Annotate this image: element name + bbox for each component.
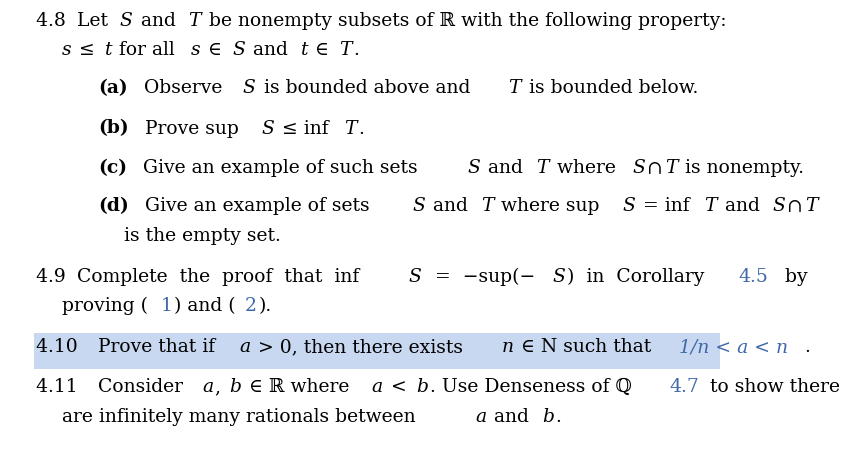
Text: T: T [508, 79, 521, 97]
Text: S: S [243, 79, 255, 97]
Text: 2: 2 [245, 297, 257, 314]
Text: Give an example of sets: Give an example of sets [134, 197, 376, 214]
Text: by: by [773, 268, 808, 286]
FancyBboxPatch shape [34, 334, 720, 369]
Text: ,: , [215, 377, 227, 395]
Text: .: . [358, 119, 364, 137]
Text: Prove that if: Prove that if [98, 337, 221, 355]
Text: 4.9: 4.9 [36, 268, 72, 286]
Text: ) and (: ) and ( [174, 297, 236, 314]
Text: Prove sup: Prove sup [133, 119, 245, 137]
Text: 1/n < a < n: 1/n < a < n [679, 337, 788, 355]
Text: for all: for all [113, 41, 181, 59]
Text: S: S [632, 159, 645, 176]
Text: .: . [805, 337, 810, 355]
Text: t: t [300, 41, 308, 59]
Text: and: and [135, 12, 182, 30]
Text: Let: Let [77, 12, 114, 30]
Text: (d): (d) [98, 197, 129, 214]
Text: and: and [247, 41, 294, 59]
Text: T: T [665, 159, 678, 176]
Text: a: a [372, 377, 383, 395]
Text: where: where [551, 159, 622, 176]
Text: S: S [409, 268, 421, 286]
Text: T: T [189, 12, 201, 30]
Text: Observe: Observe [132, 79, 228, 97]
Text: )  in  Corollary: ) in Corollary [567, 268, 717, 286]
Text: ).: ). [259, 297, 272, 314]
Text: T: T [805, 197, 818, 214]
Text: (a): (a) [98, 79, 128, 97]
Text: (b): (b) [98, 119, 129, 137]
Text: are infinitely many rationals between: are infinitely many rationals between [62, 407, 421, 425]
Text: is the empty set.: is the empty set. [124, 227, 281, 244]
Text: 4.5: 4.5 [739, 268, 768, 286]
Text: (c): (c) [98, 159, 127, 176]
Text: T: T [481, 197, 493, 214]
Text: and: and [488, 407, 535, 425]
Text: S: S [772, 197, 785, 214]
Text: a: a [475, 407, 486, 425]
Text: .: . [556, 407, 562, 425]
Text: b: b [416, 377, 429, 395]
Text: ∈ ℝ where: ∈ ℝ where [243, 377, 355, 395]
Text: is nonempty.: is nonempty. [679, 159, 805, 176]
Text: S: S [622, 197, 635, 214]
Text: proving (: proving ( [62, 296, 148, 314]
Text: T: T [536, 159, 549, 176]
Text: <: < [385, 377, 412, 395]
Text: and: and [427, 197, 474, 214]
Text: .: . [354, 41, 360, 59]
Text: S: S [552, 268, 565, 286]
Text: s: s [191, 41, 201, 59]
Text: ∩: ∩ [647, 159, 662, 176]
Text: 4.10: 4.10 [36, 337, 90, 355]
Text: ≤ inf: ≤ inf [277, 119, 335, 137]
Text: Give an example of such sets: Give an example of such sets [131, 159, 424, 176]
Text: a: a [239, 337, 250, 355]
Text: . Use Denseness of ℚ: . Use Denseness of ℚ [431, 377, 638, 395]
Text: ∈ N such that: ∈ N such that [515, 337, 657, 355]
Text: b: b [541, 407, 553, 425]
Text: to show there: to show there [704, 377, 839, 395]
Text: S: S [120, 12, 133, 30]
Text: T: T [343, 119, 356, 137]
Text: a: a [202, 377, 213, 395]
Text: n: n [502, 337, 514, 355]
Text: 4.11: 4.11 [36, 377, 90, 395]
Text: ∩: ∩ [788, 197, 803, 214]
Text: ≤: ≤ [73, 41, 101, 59]
Text: and: and [482, 159, 530, 176]
Text: T: T [704, 197, 717, 214]
Text: 1: 1 [161, 297, 173, 314]
Text: > 0, then there exists: > 0, then there exists [252, 337, 470, 355]
Text: =  −sup(−: = −sup(− [423, 268, 536, 286]
Text: T: T [339, 41, 351, 59]
Text: S: S [232, 41, 244, 59]
Text: t: t [105, 41, 113, 59]
Text: s: s [62, 41, 71, 59]
Text: S: S [468, 159, 481, 176]
Text: where sup: where sup [495, 197, 606, 214]
Text: Consider: Consider [98, 377, 189, 395]
Text: is bounded below.: is bounded below. [523, 79, 698, 97]
Text: Complete  the  proof  that  inf: Complete the proof that inf [77, 268, 365, 286]
Text: 4.8: 4.8 [36, 12, 72, 30]
Text: and: and [718, 197, 766, 214]
Text: = inf: = inf [637, 197, 695, 214]
Text: ∈: ∈ [310, 41, 335, 59]
Text: be nonempty subsets of ℝ with the following property:: be nonempty subsets of ℝ with the follow… [203, 12, 727, 30]
Text: is bounded above and: is bounded above and [257, 79, 476, 97]
Text: 4.7: 4.7 [669, 377, 699, 395]
Text: S: S [412, 197, 425, 214]
Text: S: S [261, 119, 275, 137]
Text: b: b [229, 377, 241, 395]
Text: ∈: ∈ [202, 41, 228, 59]
